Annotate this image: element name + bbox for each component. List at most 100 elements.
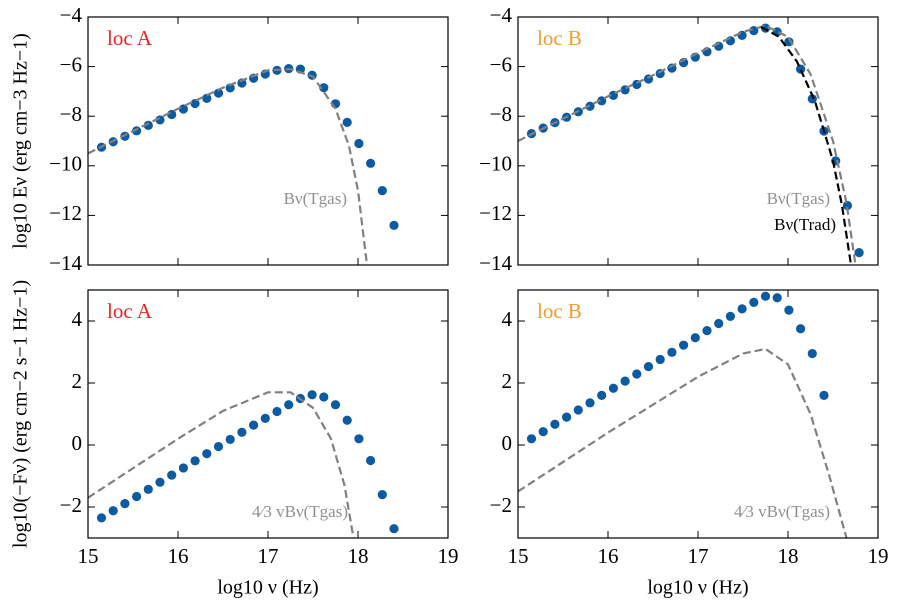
annotation: loc A: [107, 299, 153, 323]
data-point: [643, 361, 654, 372]
x-tick-label: 18: [778, 544, 799, 568]
y-tick-label: −14: [479, 251, 512, 275]
data-point: [202, 449, 212, 459]
data-point: [796, 324, 806, 334]
data-point: [655, 354, 665, 365]
data-point: [213, 88, 224, 98]
y-tick-label: −4: [60, 3, 83, 27]
x-tick-label: 19: [868, 544, 889, 568]
x-tick-label: 17: [258, 544, 279, 568]
data-point: [167, 470, 177, 480]
data-point: [620, 376, 630, 386]
y-tick-label: −14: [49, 251, 82, 275]
data-point: [585, 398, 595, 408]
y-tick-label: −6: [490, 52, 512, 76]
annotation: Bν(Trad): [774, 215, 836, 234]
y-tick-label: 4: [72, 307, 83, 331]
y-tick-label: −12: [479, 201, 512, 225]
plot-area: [88, 63, 399, 265]
data-point: [597, 96, 607, 106]
x-axis-label: log10 ν (Hz): [217, 577, 318, 599]
data-point: [854, 248, 864, 258]
data-point: [807, 348, 817, 359]
data-point: [330, 400, 341, 410]
data-point: [178, 104, 188, 114]
data-point: [143, 484, 153, 494]
annotation: loc B: [537, 299, 582, 323]
data-point: [796, 64, 806, 74]
data-point: [772, 293, 782, 303]
data-point: [132, 491, 142, 502]
data-point: [550, 419, 560, 429]
y-tick-label: −10: [479, 152, 512, 176]
data-point: [190, 98, 200, 109]
data-point: [366, 455, 376, 466]
data-point: [272, 406, 282, 417]
data-point: [225, 83, 235, 93]
data-point: [237, 427, 247, 437]
curve: [88, 391, 355, 538]
y-axis-label: log10 Eν (erg cm−3 Hz−1): [10, 33, 32, 249]
data-point: [526, 434, 537, 444]
curve: [88, 67, 369, 265]
data-point: [760, 291, 771, 301]
curve: [518, 24, 857, 265]
data-point: [143, 120, 153, 130]
data-point: [307, 390, 317, 400]
y-tick-label: −2: [490, 493, 512, 517]
x-tick-label: 16: [598, 544, 619, 568]
y-tick-label: 0: [502, 431, 513, 455]
plot-area: [518, 23, 864, 265]
data-point: [667, 347, 677, 357]
data-point: [354, 434, 364, 444]
annotation: loc A: [107, 26, 153, 50]
x-tick-label: 15: [508, 544, 529, 568]
annotation: Bν(Tgas): [767, 189, 830, 208]
data-point: [342, 415, 352, 425]
y-tick-label: 0: [72, 431, 83, 455]
data-point: [366, 158, 376, 168]
data-point: [819, 390, 829, 400]
data-point: [679, 340, 689, 350]
data-point: [190, 456, 200, 466]
data-point: [213, 441, 224, 452]
axes-frame: [87, 289, 449, 539]
data-point: [354, 138, 364, 149]
x-tick-label: 18: [348, 544, 369, 568]
x-tick-label: 17: [688, 544, 709, 568]
data-point: [714, 318, 724, 329]
annotation: loc B: [537, 26, 582, 50]
data-point: [377, 490, 387, 500]
axes-frame: [517, 289, 879, 539]
y-tick-label: 2: [72, 369, 83, 393]
x-tick-label: 15: [78, 544, 99, 568]
data-point: [284, 400, 294, 410]
y-tick-label: −8: [60, 102, 82, 126]
curve: [518, 347, 848, 538]
data-point: [749, 26, 759, 36]
data-point: [538, 427, 548, 437]
y-tick-label: −2: [60, 493, 82, 517]
data-point: [132, 126, 142, 136]
annotation: 4⁄3 vBν(Tgas): [734, 502, 830, 521]
y-tick-label: −4: [490, 3, 513, 27]
y-tick-label: −8: [490, 102, 512, 126]
data-point: [597, 390, 607, 400]
annotation: 4⁄3 vBν(Tgas): [252, 502, 348, 521]
data-point: [737, 304, 747, 314]
data-point: [725, 36, 736, 46]
y-tick-label: −12: [49, 201, 82, 225]
data-point: [562, 412, 572, 422]
data-point: [178, 463, 188, 473]
y-tick-label: −10: [49, 152, 82, 176]
annotation: Bν(Tgas): [284, 189, 347, 208]
y-tick-label: −6: [60, 52, 82, 76]
data-point: [702, 326, 712, 336]
plot-area: [88, 390, 399, 538]
data-point: [377, 186, 387, 196]
data-point: [108, 506, 118, 516]
data-point: [96, 513, 107, 523]
data-point: [155, 477, 165, 487]
data-point: [573, 405, 583, 415]
